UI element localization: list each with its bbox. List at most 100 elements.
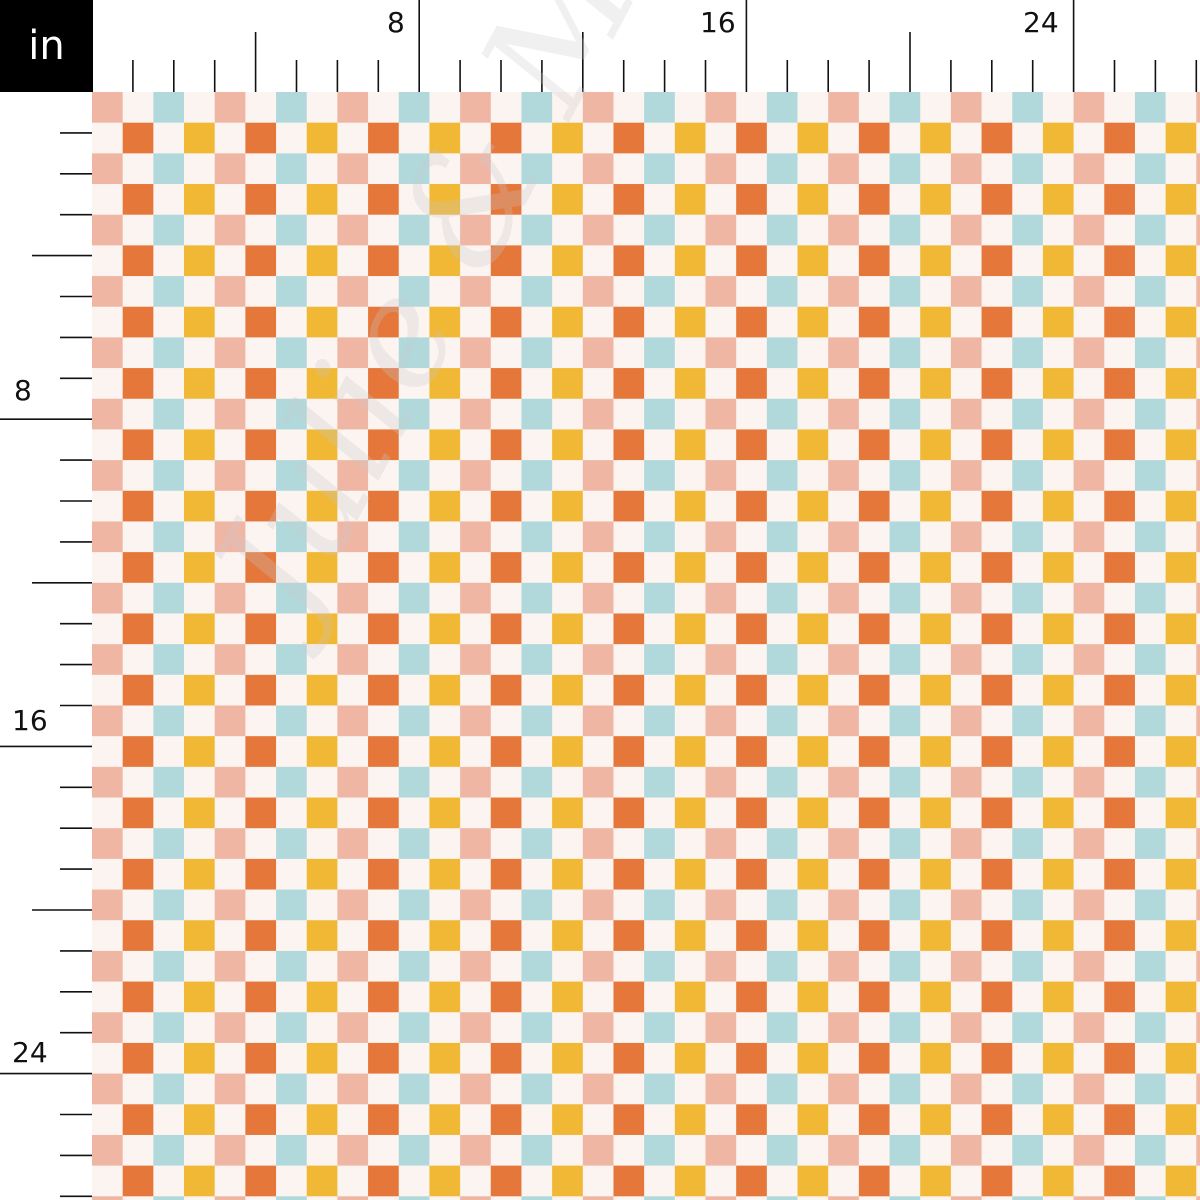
pattern-cell xyxy=(1196,1012,1200,1044)
pattern-cell xyxy=(1073,460,1105,492)
pattern-cell xyxy=(705,674,737,707)
pattern-cell xyxy=(705,981,737,1013)
pattern-cell xyxy=(337,1073,369,1105)
pattern-cell xyxy=(337,1134,369,1167)
pattern-cell xyxy=(1012,736,1044,768)
pattern-cell xyxy=(797,1196,829,1200)
pattern-cell xyxy=(245,245,277,277)
pattern-cell xyxy=(306,552,338,584)
pattern-cell xyxy=(1042,981,1075,1013)
pattern-cell xyxy=(1012,1073,1044,1105)
pattern-cell xyxy=(184,920,216,952)
pattern-cell xyxy=(276,490,308,523)
pattern-cell xyxy=(766,552,799,584)
pattern-cell xyxy=(306,184,338,216)
pattern-cell xyxy=(1073,920,1105,952)
pattern-cell xyxy=(1134,214,1167,246)
pattern-cell xyxy=(736,429,768,461)
pattern-cell xyxy=(950,981,983,1013)
pattern-cell xyxy=(1104,1073,1136,1105)
pattern-cell xyxy=(889,521,921,553)
pattern-cell xyxy=(705,920,737,952)
pattern-cell xyxy=(552,766,584,799)
pattern-cell xyxy=(1012,920,1044,952)
pattern-cell xyxy=(398,92,431,124)
pattern-cell xyxy=(582,429,615,461)
pattern-cell xyxy=(245,214,277,246)
pattern-cell xyxy=(644,1134,676,1167)
pattern-cell xyxy=(460,613,492,645)
pattern-cell xyxy=(306,368,338,400)
pattern-cell xyxy=(920,766,952,799)
pattern-cell xyxy=(1104,490,1136,523)
pattern-cell xyxy=(582,1104,615,1136)
pattern-cell xyxy=(337,398,369,431)
pattern-cell xyxy=(1134,552,1167,584)
pattern-cell xyxy=(613,1134,645,1167)
pattern-cell xyxy=(950,490,983,523)
pattern-cell xyxy=(858,644,891,676)
pattern-cell xyxy=(122,153,154,185)
pattern-cell xyxy=(920,644,952,676)
pattern-cell xyxy=(306,92,338,124)
pattern-cell xyxy=(644,1165,676,1197)
pattern-cell xyxy=(122,92,154,124)
pattern-cell xyxy=(736,1104,768,1136)
pattern-cell xyxy=(858,828,891,860)
pattern-cell xyxy=(1134,920,1167,952)
pattern-cell xyxy=(368,1042,400,1075)
pattern-cell xyxy=(797,552,829,584)
pattern-cell xyxy=(981,306,1013,338)
pattern-cell xyxy=(797,92,829,124)
pattern-cell xyxy=(521,674,553,707)
pattern-cell xyxy=(797,306,829,338)
pattern-cell xyxy=(184,582,216,615)
pattern-cell xyxy=(153,184,185,216)
pattern-cell xyxy=(552,828,584,860)
pattern-cell xyxy=(766,766,799,799)
pattern-cell xyxy=(398,429,431,461)
pattern-cell xyxy=(674,674,707,707)
pattern-cell xyxy=(705,552,737,584)
pattern-cell xyxy=(368,1104,400,1136)
pattern-cell xyxy=(858,766,891,799)
pattern-cell xyxy=(766,705,799,737)
pattern-cell xyxy=(1042,1134,1075,1167)
pattern-cell xyxy=(797,398,829,431)
pattern-cell xyxy=(950,858,983,891)
pattern-cell xyxy=(153,981,185,1013)
pattern-cell xyxy=(889,368,921,400)
pattern-cell xyxy=(950,1196,983,1200)
pattern-cell xyxy=(705,705,737,737)
pattern-cell xyxy=(429,460,461,492)
pattern-cell xyxy=(644,797,676,829)
pattern-cell xyxy=(153,613,185,645)
pattern-cell xyxy=(460,92,492,124)
pattern-cell xyxy=(184,429,216,461)
pattern-cell xyxy=(1042,184,1075,216)
pattern-cell xyxy=(1165,490,1197,523)
pattern-cell xyxy=(337,858,369,891)
pattern-cell xyxy=(920,214,952,246)
pattern-cell xyxy=(889,1104,921,1136)
pattern-cell xyxy=(306,613,338,645)
pattern-cell xyxy=(644,1073,676,1105)
pattern-cell xyxy=(644,828,676,860)
pattern-cell xyxy=(613,797,645,829)
pattern-cell xyxy=(368,674,400,707)
pattern-cell xyxy=(521,1073,553,1105)
pattern-cell xyxy=(950,674,983,707)
pattern-cell xyxy=(429,1134,461,1167)
pattern-cell xyxy=(521,429,553,461)
pattern-cell xyxy=(1165,797,1197,829)
pattern-cell xyxy=(214,1104,246,1136)
pattern-cell xyxy=(1104,521,1136,553)
pattern-cell xyxy=(92,122,124,154)
pattern-cell xyxy=(337,122,369,154)
pattern-cell xyxy=(1196,736,1200,768)
pattern-cell xyxy=(552,1042,584,1075)
pattern-cell xyxy=(797,674,829,707)
pattern-cell xyxy=(674,920,707,952)
pattern-cell xyxy=(398,889,431,921)
pattern-cell xyxy=(490,92,523,124)
